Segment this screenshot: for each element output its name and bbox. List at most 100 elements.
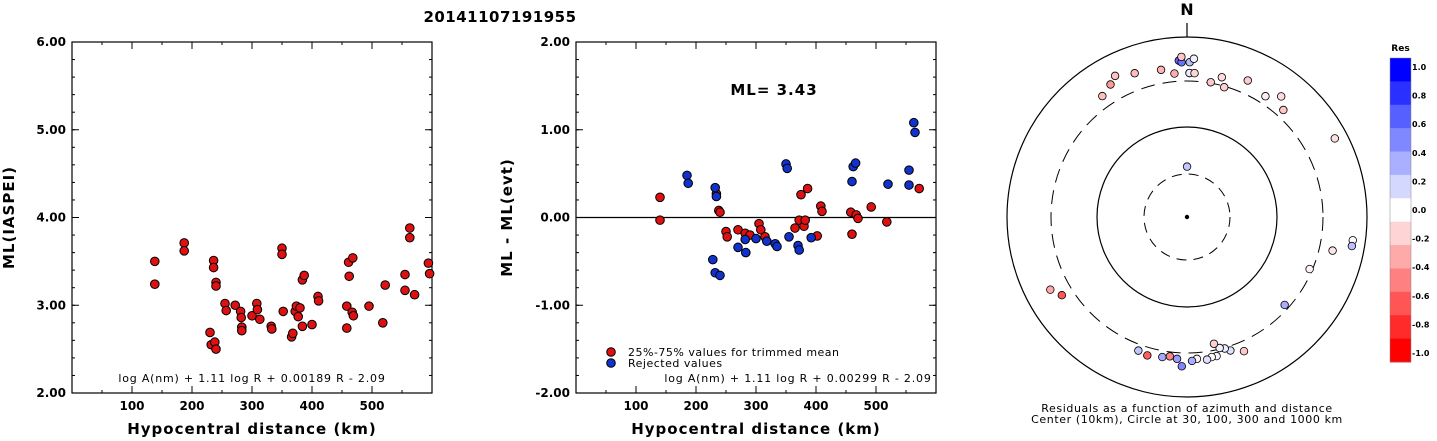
data-point-series-2 (733, 242, 743, 253)
y-axis-label: ML - ML(evt) (498, 158, 516, 276)
polar-data-point (1187, 356, 1197, 366)
data-point-series-1 (866, 202, 877, 212)
data-point-series-1 (405, 223, 415, 233)
data-point-series-1 (179, 246, 189, 256)
legend-label: 25%-75% values for trimmed mean (628, 346, 840, 359)
colorbar-swatch (1390, 81, 1411, 106)
data-point-series-1 (342, 301, 352, 311)
polar-data-point (1110, 71, 1120, 81)
polar-circle-100km (1096, 126, 1278, 308)
data-point-series-1 (267, 324, 277, 334)
data-point-series-2 (904, 165, 914, 175)
legend-marker (606, 347, 616, 357)
data-point-series-1 (364, 301, 374, 311)
legend-marker (606, 358, 616, 368)
x-tick-label: 400 (803, 399, 828, 413)
data-point-series-1 (400, 285, 410, 296)
data-point-series-1 (208, 262, 219, 273)
colorbar-swatch (1390, 338, 1411, 363)
data-point-series-1 (150, 279, 160, 289)
polar-data-point (1215, 343, 1224, 353)
polar-data-point (1217, 73, 1227, 82)
colorbar-title: Res (1391, 44, 1409, 54)
colorbar-tick-label: 0.8 (1412, 92, 1427, 101)
data-point-series-2 (772, 241, 782, 252)
formula-text: log A(nm) + 1.11 log R + 0.00299 R - 2.0… (664, 372, 931, 385)
colorbar-tick-label: -0.2 (1412, 235, 1430, 244)
data-point-series-1 (150, 256, 160, 267)
data-point-series-1 (205, 327, 215, 338)
polar-data-point (1261, 92, 1270, 101)
colorbar-tick-label: 0.6 (1412, 120, 1427, 129)
colorbar-tick-label: 1.0 (1412, 63, 1427, 72)
data-point-series-1 (914, 183, 925, 194)
colorbar-tick-label: -0.4 (1412, 263, 1430, 272)
y-tick-label: 3.00 (36, 298, 66, 312)
data-point-series-1 (254, 314, 265, 325)
y-axis-label: ML(IASPEI) (0, 166, 18, 269)
colorbar-swatch (1390, 245, 1411, 269)
data-point-series-2 (883, 179, 893, 189)
data-point-series-2 (847, 176, 857, 187)
x-tick-label: 500 (863, 399, 888, 413)
polar-data-point (1165, 352, 1175, 361)
polar-data-point (1134, 346, 1143, 355)
colorbar-swatch (1390, 268, 1411, 293)
data-point-series-1 (211, 281, 221, 291)
x-tick-label: 400 (299, 399, 324, 413)
colorbar-swatch (1390, 315, 1411, 340)
data-point-series-1 (221, 305, 231, 316)
x-tick-label: 200 (683, 399, 708, 413)
data-point-series-1 (655, 192, 665, 203)
polar-caption-2: Center (10km), Circle at 30, 100, 300 an… (1031, 413, 1343, 426)
polar-data-point (1098, 91, 1107, 101)
data-point-series-1 (722, 232, 733, 242)
y-tick-label: 5.00 (36, 123, 66, 137)
polar-data-point (1305, 264, 1314, 274)
colorbar-swatch (1390, 221, 1411, 246)
data-point-series-2 (909, 117, 919, 128)
data-point-series-1 (237, 325, 247, 336)
colorbar-swatch (1390, 291, 1411, 316)
data-point-series-1 (802, 183, 813, 194)
data-point-series-1 (424, 268, 435, 279)
data-point-series-2 (711, 191, 722, 202)
colorbar-tick-label: 0.2 (1412, 177, 1426, 186)
polar-data-point (1190, 68, 1199, 78)
colorbar-tick-label: -0.6 (1412, 292, 1430, 301)
y-tick-label: -1.00 (535, 298, 570, 312)
polar-circle-30km (1143, 173, 1231, 261)
polar-data-point (1209, 339, 1219, 348)
x-tick-label: 100 (119, 399, 144, 413)
colorbar-swatch (1390, 174, 1411, 199)
x-tick-label: 300 (239, 399, 264, 413)
polar-data-point (1189, 54, 1199, 63)
data-point-series-1 (409, 289, 420, 300)
data-point-series-1 (293, 311, 304, 322)
data-point-series-1 (348, 253, 358, 263)
polar-data-point (1279, 105, 1288, 115)
y-tick-label: 1.00 (540, 123, 570, 137)
polar-data-point (1172, 354, 1182, 364)
data-point-series-2 (806, 232, 817, 243)
data-point-series-1 (655, 215, 665, 225)
data-point-series-1 (252, 304, 263, 315)
formula-text: log A(nm) + 1.11 log R + 0.00189 R - 2.0… (118, 372, 385, 385)
polar-caption: Residuals as a function of azimuth and d… (1041, 402, 1332, 415)
data-point-series-1 (405, 232, 415, 243)
polar-data-point (1328, 246, 1337, 255)
x-axis-label: Hypocentral distance (km) (127, 420, 377, 438)
y-tick-label: 0.00 (540, 211, 570, 225)
polar-data-point (1158, 352, 1167, 362)
data-point-series-2 (708, 254, 718, 265)
data-point-series-2 (794, 245, 805, 255)
y-tick-label: 2.00 (36, 386, 66, 400)
polar-data-point (1177, 362, 1186, 371)
data-point-series-1 (288, 328, 298, 339)
data-point-series-1 (790, 223, 800, 233)
data-point-series-2 (682, 170, 692, 181)
y-tick-label: -2.00 (535, 386, 570, 400)
north-label: N (1180, 0, 1193, 19)
data-point-series-2 (910, 127, 920, 138)
polar-circle-300km (1050, 80, 1324, 354)
